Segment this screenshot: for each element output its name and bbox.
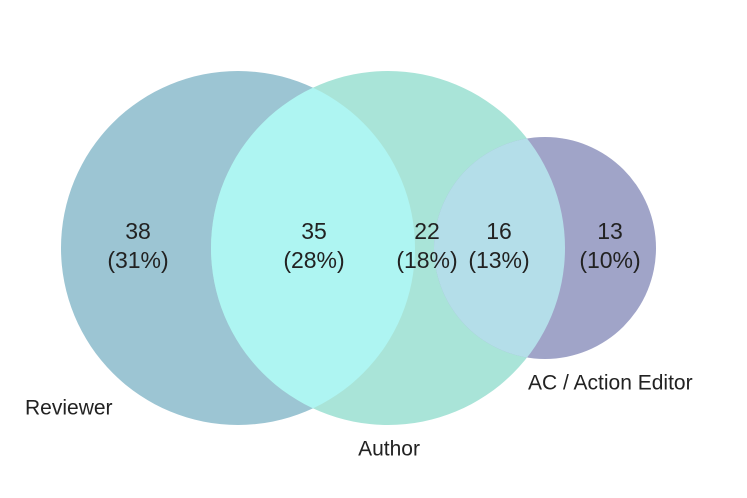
region-percent: (10%) bbox=[579, 247, 640, 273]
reviewer-author-overlap bbox=[211, 71, 415, 425]
set-label: AC / Action Editor bbox=[528, 372, 693, 395]
region-count: 35 bbox=[301, 218, 327, 244]
region-count: 13 bbox=[597, 218, 623, 244]
region-percent: (13%) bbox=[468, 247, 529, 273]
region-count: 22 bbox=[414, 218, 440, 244]
region-count: 38 bbox=[125, 218, 151, 244]
region-percent: (28%) bbox=[283, 247, 344, 273]
set-label: Author bbox=[358, 438, 420, 461]
region-percent: (18%) bbox=[396, 247, 457, 273]
region-count: 16 bbox=[486, 218, 512, 244]
region-percent: (31%) bbox=[107, 247, 168, 273]
set-label: Reviewer bbox=[25, 397, 113, 420]
